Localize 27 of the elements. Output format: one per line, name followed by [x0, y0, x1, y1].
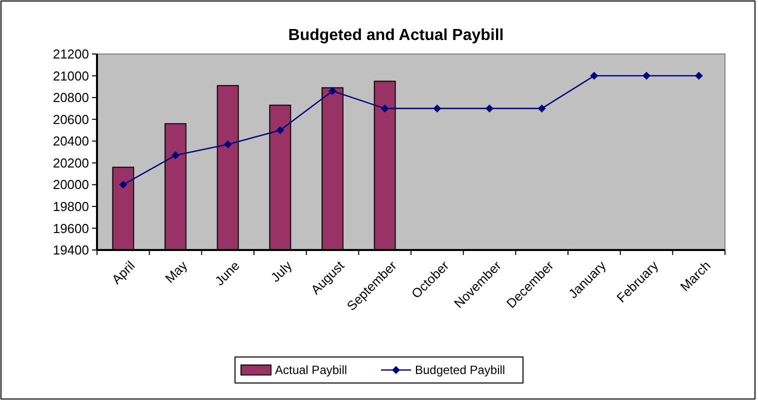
legend-label: Budgeted Paybill	[415, 363, 506, 378]
point	[380, 104, 389, 112]
y-tick-label: 20200	[52, 155, 89, 170]
chart-title: Budgeted and Actual Paybill	[288, 27, 504, 44]
y-tick-label: 20000	[52, 177, 89, 192]
y-tick-label: 21000	[52, 68, 89, 84]
y-tick-label: 19800	[52, 198, 89, 214]
y-tick-label: 20600	[52, 112, 89, 127]
point	[642, 72, 650, 80]
point	[694, 72, 703, 80]
point	[433, 104, 442, 112]
x-tick-label: July	[268, 258, 296, 285]
point	[486, 104, 494, 112]
y-tick-label: 20400	[52, 134, 89, 149]
x-tick-label: May	[162, 258, 190, 286]
point	[328, 87, 336, 96]
legend-label: Actual Paybill	[275, 363, 348, 378]
point	[224, 140, 232, 148]
y-tick-label: 19400	[52, 242, 89, 258]
point	[538, 104, 546, 112]
y-tick-label: 20800	[52, 90, 89, 106]
point	[119, 180, 128, 189]
point	[276, 126, 284, 134]
y-tick-label: 21200	[52, 46, 89, 62]
point	[172, 151, 180, 160]
y-tick-label: 19600	[52, 220, 89, 236]
point	[590, 72, 598, 80]
